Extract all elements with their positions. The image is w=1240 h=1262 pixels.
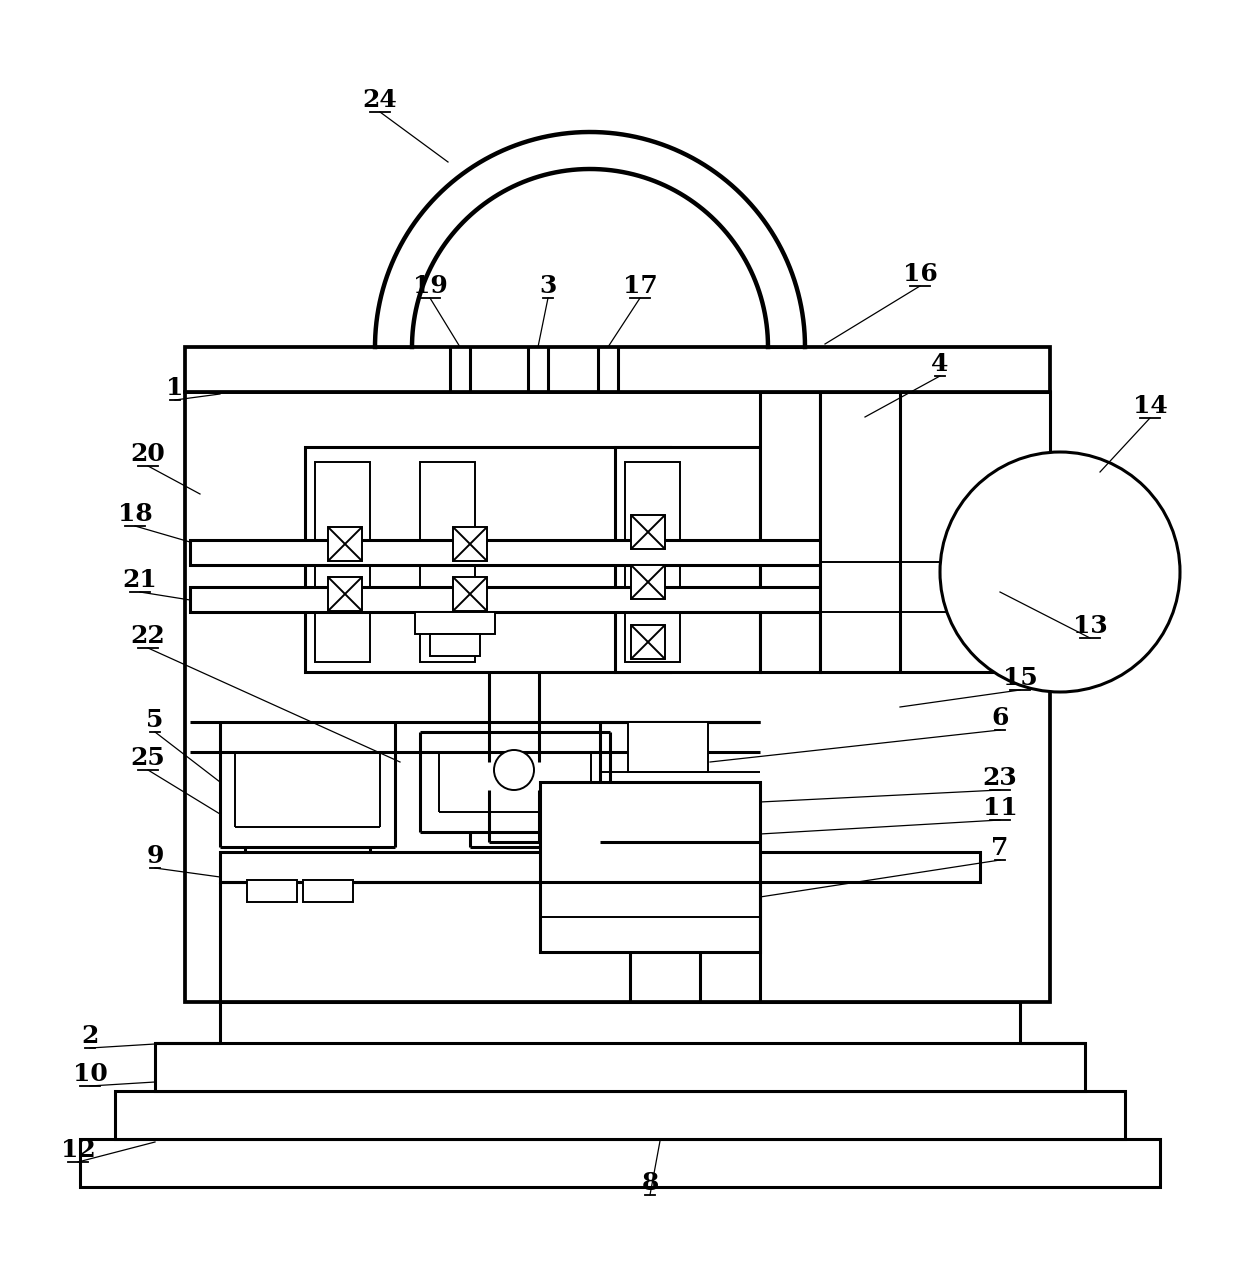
Text: 24: 24: [362, 88, 397, 112]
Text: 25: 25: [130, 746, 165, 770]
Text: 22: 22: [130, 623, 165, 647]
Text: 17: 17: [622, 274, 657, 298]
Text: 7: 7: [991, 835, 1008, 859]
Bar: [190, 587, 950, 612]
Bar: [329, 577, 362, 611]
Bar: [155, 1042, 1085, 1092]
Text: 19: 19: [413, 274, 448, 298]
Bar: [219, 852, 980, 882]
Bar: [631, 515, 665, 549]
Text: 4: 4: [931, 352, 949, 376]
Text: 5: 5: [146, 708, 164, 732]
Text: 21: 21: [123, 568, 157, 592]
Bar: [185, 392, 1050, 1002]
Bar: [420, 462, 475, 663]
Text: 10: 10: [73, 1063, 108, 1087]
Text: 2: 2: [82, 1023, 99, 1047]
Bar: [247, 880, 298, 902]
Text: 3: 3: [539, 274, 557, 298]
Bar: [453, 577, 487, 611]
Circle shape: [940, 452, 1180, 692]
Bar: [315, 462, 370, 663]
Text: 8: 8: [641, 1171, 658, 1195]
Text: 18: 18: [118, 502, 153, 526]
Text: 15: 15: [1003, 666, 1038, 690]
Bar: [615, 447, 760, 671]
Bar: [430, 634, 480, 656]
Bar: [627, 722, 708, 772]
Text: 6: 6: [991, 705, 1008, 729]
Bar: [303, 880, 353, 902]
Bar: [539, 782, 760, 952]
Bar: [190, 540, 950, 565]
Bar: [453, 528, 487, 562]
Text: 13: 13: [1073, 615, 1107, 639]
Bar: [415, 612, 495, 634]
Text: 12: 12: [61, 1138, 95, 1162]
Bar: [625, 462, 680, 663]
Text: 1: 1: [166, 376, 184, 400]
Bar: [81, 1140, 1159, 1188]
Bar: [820, 392, 1050, 671]
Text: 14: 14: [1132, 394, 1167, 418]
Bar: [631, 565, 665, 599]
Text: 16: 16: [903, 262, 937, 286]
Text: 23: 23: [982, 766, 1017, 790]
Bar: [631, 625, 665, 659]
Text: 9: 9: [146, 844, 164, 868]
Bar: [115, 1092, 1125, 1140]
Text: 11: 11: [982, 796, 1017, 820]
Bar: [305, 447, 670, 671]
Circle shape: [494, 750, 534, 790]
Bar: [185, 347, 1050, 392]
Bar: [760, 392, 820, 671]
Bar: [329, 528, 362, 562]
Text: 20: 20: [130, 442, 165, 466]
